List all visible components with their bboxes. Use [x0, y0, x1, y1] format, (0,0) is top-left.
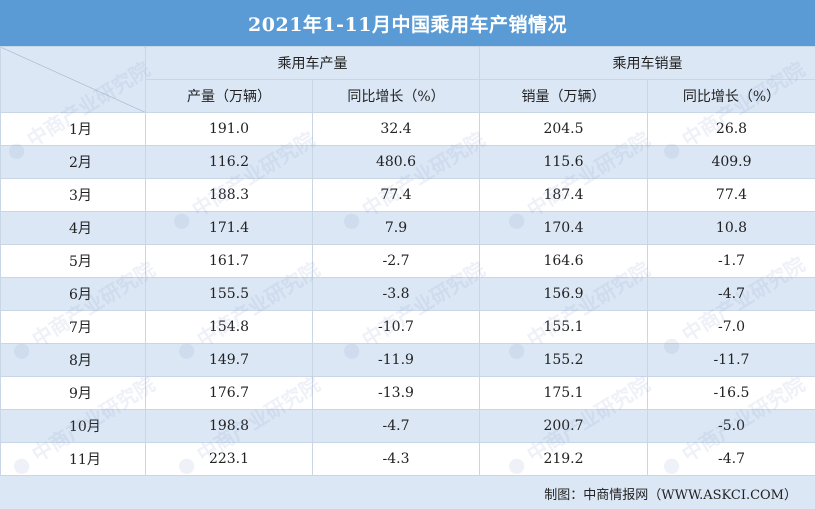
header-row-columns: 产量（万辆） 同比增长（%） 销量（万辆） 同比增长（%） [1, 79, 815, 113]
sales-cell: 164.6 [479, 244, 648, 278]
production-yoy-cell: -4.7 [312, 409, 480, 443]
data-table: 乘用车产量 乘用车销量 产量（万辆） 同比增长（%） 销量（万辆） 同比增长（%… [0, 46, 815, 476]
corner-cell [0, 46, 146, 113]
production-cell: 198.8 [145, 409, 313, 443]
sales-yoy-cell: 77.4 [647, 178, 815, 212]
table-row: 4月 171.4 7.9 170.4 10.8 [0, 211, 815, 245]
production-cell: 116.2 [145, 145, 313, 179]
production-yoy-cell: 77.4 [312, 178, 480, 212]
production-cell: 154.8 [145, 310, 313, 344]
month-cell: 5月 [0, 244, 146, 278]
sales-yoy-cell: -11.7 [647, 343, 815, 377]
month-cell: 6月 [0, 277, 146, 311]
production-yoy-cell: 7.9 [312, 211, 480, 245]
production-yoy-cell: -13.9 [312, 376, 480, 410]
col-header-production: 产量（万辆） [145, 79, 313, 113]
production-cell: 176.7 [145, 376, 313, 410]
month-cell: 3月 [0, 178, 146, 212]
footer-bar: 制图：中商情报网（WWW.ASKCI.COM） [0, 475, 815, 509]
month-cell: 7月 [0, 310, 146, 344]
table-row: 6月 155.5 -3.8 156.9 -4.7 [0, 277, 815, 311]
sales-yoy-cell: -1.7 [647, 244, 815, 278]
sales-yoy-cell: 26.8 [647, 112, 815, 146]
production-cell: 161.7 [145, 244, 313, 278]
production-yoy-cell: 480.6 [312, 145, 480, 179]
production-cell: 155.5 [145, 277, 313, 311]
table-title: 2021年1-11月中国乘用车产销情况 [0, 0, 815, 46]
sales-cell: 200.7 [479, 409, 648, 443]
table-row: 1月 191.0 32.4 204.5 26.8 [0, 112, 815, 146]
production-yoy-cell: -3.8 [312, 277, 480, 311]
table-row: 9月 176.7 -13.9 175.1 -16.5 [0, 376, 815, 410]
production-yoy-cell: -11.9 [312, 343, 480, 377]
table-row: 3月 188.3 77.4 187.4 77.4 [0, 178, 815, 212]
table-row: 8月 149.7 -11.9 155.2 -11.7 [0, 343, 815, 377]
sales-cell: 155.1 [479, 310, 648, 344]
production-cell: 171.4 [145, 211, 313, 245]
sales-cell: 219.2 [479, 442, 648, 476]
table-row: 10月 198.8 -4.7 200.7 -5.0 [0, 409, 815, 443]
production-yoy-cell: -2.7 [312, 244, 480, 278]
month-cell: 10月 [0, 409, 146, 443]
col-header-sales: 销量（万辆） [479, 79, 648, 113]
sales-cell: 115.6 [479, 145, 648, 179]
production-cell: 191.0 [145, 112, 313, 146]
source-credit: 制图：中商情报网（WWW.ASKCI.COM） [544, 488, 797, 503]
sales-yoy-cell: 10.8 [647, 211, 815, 245]
header-row-groups: 乘用车产量 乘用车销量 [0, 46, 815, 113]
sales-yoy-cell: -4.7 [647, 442, 815, 476]
sales-yoy-cell: 409.9 [647, 145, 815, 179]
sales-yoy-cell: -4.7 [647, 277, 815, 311]
month-cell: 11月 [0, 442, 146, 476]
month-cell: 8月 [0, 343, 146, 377]
sales-cell: 156.9 [479, 277, 648, 311]
table-row: 7月 154.8 -10.7 155.1 -7.0 [0, 310, 815, 344]
group-header-production: 乘用车产量 [145, 46, 480, 80]
sales-cell: 204.5 [479, 112, 648, 146]
month-cell: 4月 [0, 211, 146, 245]
col-header-sales-yoy: 同比增长（%） [647, 79, 815, 113]
production-cell: 188.3 [145, 178, 313, 212]
production-cell: 223.1 [145, 442, 313, 476]
sales-cell: 175.1 [479, 376, 648, 410]
table-row: 11月 223.1 -4.3 219.2 -4.7 [0, 442, 815, 476]
table-row: 2月 116.2 480.6 115.6 409.9 [0, 145, 815, 179]
sales-yoy-cell: -5.0 [647, 409, 815, 443]
sales-cell: 155.2 [479, 343, 648, 377]
month-cell: 1月 [0, 112, 146, 146]
sales-yoy-cell: -7.0 [647, 310, 815, 344]
sales-cell: 170.4 [479, 211, 648, 245]
col-header-production-yoy: 同比增长（%） [312, 79, 480, 113]
sales-cell: 187.4 [479, 178, 648, 212]
month-cell: 2月 [0, 145, 146, 179]
table-row: 5月 161.7 -2.7 164.6 -1.7 [0, 244, 815, 278]
production-yoy-cell: -4.3 [312, 442, 480, 476]
production-cell: 149.7 [145, 343, 313, 377]
production-yoy-cell: 32.4 [312, 112, 480, 146]
sales-yoy-cell: -16.5 [647, 376, 815, 410]
production-yoy-cell: -10.7 [312, 310, 480, 344]
group-header-sales: 乘用车销量 [479, 46, 815, 80]
month-cell: 9月 [0, 376, 146, 410]
